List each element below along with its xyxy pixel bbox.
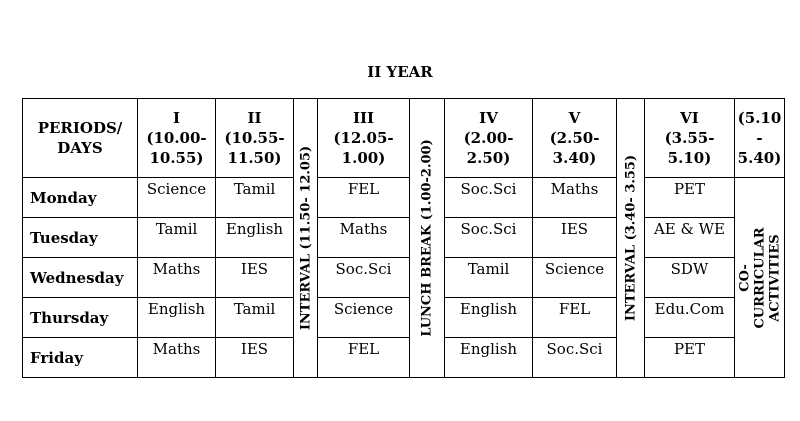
interval-1-cell: INTERVAL (11.50- 12.05) (293, 98, 318, 378)
subject-cell: FEL (317, 337, 410, 378)
subject-cell: Science (317, 297, 410, 338)
period-3-number: III (352, 109, 375, 127)
subject-cell: Science (532, 257, 617, 298)
subject-cell: FEL (532, 297, 617, 338)
subject-cell: IES (532, 217, 617, 258)
page-title: II YEAR (367, 63, 433, 81)
table-row: Monday Science Tamil FEL Soc.Sci Maths P… (22, 177, 785, 378)
period-5-time: (2.50- 3.40) (549, 129, 600, 167)
subject-cell: Soc.Sci (317, 257, 410, 298)
subject-cell: PET (644, 337, 735, 378)
period-4-number: IV (479, 109, 498, 127)
period-1-number: I (172, 109, 181, 127)
subject-cell: FEL (317, 177, 410, 218)
periods-days-header: PERIODS/ DAYS (22, 98, 138, 178)
subject-cell: English (215, 217, 294, 258)
subject-cell: English (444, 297, 533, 338)
subject-cell: IES (215, 257, 294, 298)
period-4-header: IV (2.00- 2.50) (444, 98, 533, 178)
subject-cell: Maths (137, 257, 216, 298)
subject-cell: English (137, 297, 216, 338)
period-1-header: I (10.00- 10.55) (137, 98, 216, 178)
subject-cell: Tamil (215, 177, 294, 218)
interval-2-label: INTERVAL (3.40- 3.55) (623, 154, 638, 322)
interval-1-label: INTERVAL (11.50- 12.05) (298, 145, 313, 331)
period-3-time: (12.05- 1.00) (333, 129, 394, 167)
period-7-time: (5.10 - 5.40) (737, 109, 782, 167)
subject-cell: Soc.Sci (444, 177, 533, 218)
day-label: Wednesday (22, 257, 138, 298)
table-row: Tuesday Tamil English Maths Soc.Sci IES … (22, 217, 785, 258)
period-2-time: (10.55- 11.50) (224, 129, 285, 167)
period-3-header: III (12.05- 1.00) (317, 98, 410, 178)
table-row: Thursday English Tamil Science English F… (22, 297, 785, 338)
subject-cell: Tamil (215, 297, 294, 338)
period-5-number: V (568, 109, 581, 127)
period-6-number: VI (680, 109, 699, 127)
lunch-break-cell: LUNCH BREAK (1.00-2.00) (409, 98, 445, 378)
timetable: PERIODS/ DAYS I (10.00- 10.55) II (10.55- … (22, 98, 785, 378)
period-1-time: (10.00- 10.55) (146, 129, 207, 167)
subject-cell: Maths (137, 337, 216, 378)
subject-cell: IES (215, 337, 294, 378)
interval-2-cell: INTERVAL (3.40- 3.55) (616, 98, 645, 378)
subject-cell: Science (137, 177, 216, 218)
period-2-header: II (10.55- 11.50) (215, 98, 294, 178)
period-6-header: VI (3.55- 5.10) (644, 98, 735, 178)
subject-cell: Edu.Com (644, 297, 735, 338)
period-2-number: II (247, 109, 262, 127)
subject-cell: Soc.Sci (532, 337, 617, 378)
subject-cell: Tamil (444, 257, 533, 298)
day-label: Thursday (22, 297, 138, 338)
subject-cell: PET (644, 177, 735, 218)
subject-cell: AE & WE (644, 217, 735, 258)
day-label: Friday (22, 337, 138, 378)
period-4-time: (2.00- 2.50) (463, 129, 514, 167)
co-curricular-label: CO-CURRICULAR ACTIVITIES (737, 226, 782, 329)
subject-cell: Tamil (137, 217, 216, 258)
day-label: Monday (22, 177, 138, 218)
table-row: Friday Maths IES FEL English Soc.Sci PET (22, 337, 785, 378)
day-label: Tuesday (22, 217, 138, 258)
subject-cell: Maths (317, 217, 410, 258)
co-curricular-cell: CO-CURRICULAR ACTIVITIES (734, 177, 785, 378)
table-row: Wednesday Maths IES Soc.Sci Tamil Scienc… (22, 257, 785, 298)
lunch-break-label: LUNCH BREAK (1.00-2.00) (419, 139, 435, 337)
subject-cell: Maths (532, 177, 617, 218)
subject-cell: SDW (644, 257, 735, 298)
header-row: PERIODS/ DAYS I (10.00- 10.55) II (10.55- … (22, 98, 785, 378)
period-7-header: (5.10 - 5.40) (734, 98, 785, 178)
period-5-header: V (2.50- 3.40) (532, 98, 617, 178)
subject-cell: English (444, 337, 533, 378)
subject-cell: Soc.Sci (444, 217, 533, 258)
period-6-time: (3.55- 5.10) (664, 129, 715, 167)
